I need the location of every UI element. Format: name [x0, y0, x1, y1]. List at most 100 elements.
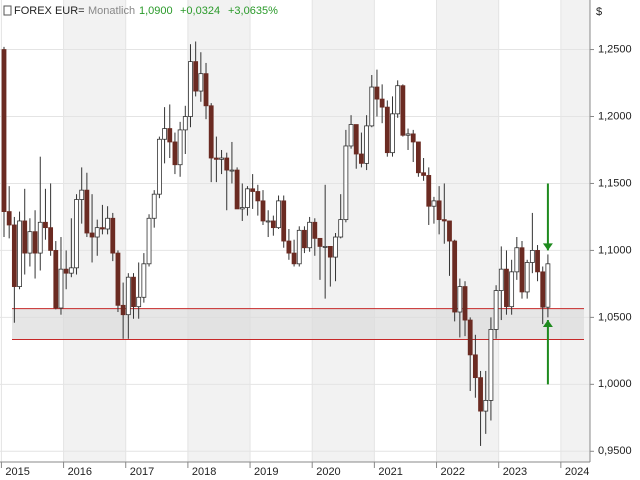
candle-body	[478, 377, 483, 412]
candle-body	[224, 157, 230, 171]
candle-body	[125, 276, 131, 316]
candle-body	[245, 188, 250, 208]
last: 1,0900	[139, 5, 173, 17]
candle-body	[22, 220, 28, 254]
candle-body	[162, 128, 167, 140]
x-tick-label: 2023	[503, 466, 527, 478]
candle-body	[441, 219, 447, 222]
candle-body	[333, 236, 338, 258]
candle-body	[260, 200, 266, 222]
symbol: FOREX EUR=	[14, 5, 85, 17]
candle-body	[514, 247, 520, 273]
candle-body	[291, 252, 297, 265]
candle-body	[68, 267, 74, 274]
candle-body	[1, 49, 7, 212]
candle-body	[177, 129, 183, 166]
candle-body	[11, 224, 17, 287]
candle-body	[447, 220, 452, 242]
interval: Monatlich	[88, 5, 135, 17]
candle-body	[426, 175, 432, 207]
currency: $	[596, 6, 602, 18]
candle-body	[384, 106, 390, 154]
candle-body	[229, 169, 235, 172]
candle-body	[493, 290, 499, 330]
candle-body	[509, 271, 515, 308]
candle-body	[535, 250, 540, 273]
y-tick-label: 1,2500	[598, 43, 632, 55]
candle-body	[270, 220, 276, 229]
x-tick-label: 2024	[565, 466, 589, 478]
year-shade	[187, 0, 251, 462]
candle-body	[136, 296, 142, 308]
candle-body	[115, 252, 121, 306]
candle-body	[172, 141, 178, 166]
candle-body	[353, 124, 359, 155]
candle-body	[327, 245, 333, 258]
candle-body	[6, 211, 12, 226]
candle-body	[472, 354, 478, 379]
candle-body	[359, 153, 364, 164]
candle-body	[529, 250, 535, 263]
candle-body	[379, 98, 385, 108]
candle-body	[48, 227, 54, 251]
candle-body	[452, 240, 458, 313]
candle-body	[58, 268, 64, 309]
candle-body	[457, 286, 463, 313]
y-tick-label: 1,1000	[598, 244, 632, 256]
candle-body	[203, 73, 209, 107]
candle-body	[410, 133, 416, 143]
candle-body	[182, 116, 188, 131]
y-tick-label: 1,0500	[598, 311, 632, 323]
candle-body	[37, 221, 43, 254]
candle-body	[545, 263, 551, 308]
year-shade	[436, 0, 499, 462]
candle-body	[131, 276, 136, 308]
y-tick-label: 1,0000	[598, 378, 632, 390]
x-tick-label: 2020	[316, 466, 340, 478]
candle-body	[89, 232, 95, 238]
candle-body	[146, 217, 152, 265]
header: FOREX EUR= Monatlich 1,0900 +0,0324 +3,0…	[3, 5, 278, 17]
candle-body	[415, 141, 421, 174]
candle-body	[27, 231, 33, 254]
candle-body	[431, 200, 437, 207]
candle-body	[250, 188, 256, 192]
candle-body	[255, 191, 261, 202]
candle-body	[17, 220, 22, 287]
candle-body	[63, 268, 69, 274]
candle-body	[281, 200, 287, 242]
candle-body	[400, 85, 406, 136]
candle-body	[79, 189, 85, 200]
candle-body	[317, 237, 323, 247]
candle-body	[405, 133, 411, 136]
candle-body	[167, 128, 173, 143]
candle-body	[193, 61, 199, 92]
candle-body	[488, 329, 494, 401]
x-tick-label: 2015	[5, 466, 29, 478]
year-shade	[312, 0, 375, 462]
candle-body	[390, 113, 395, 154]
candle-body	[343, 145, 349, 221]
candle-body	[524, 262, 530, 293]
candle-body	[120, 304, 126, 316]
candle-body	[276, 200, 281, 229]
candle-body	[296, 229, 302, 265]
candle-body	[312, 221, 318, 239]
year-shade	[63, 0, 126, 462]
icon	[3, 5, 12, 16]
candle-body	[369, 86, 375, 127]
candle-body	[338, 219, 344, 238]
candle-body	[286, 240, 292, 254]
candle-body	[219, 157, 224, 160]
candle-body	[483, 399, 489, 412]
candle-body	[208, 105, 214, 159]
y-tick-label: 1,1500	[598, 177, 632, 189]
candle-body	[105, 217, 110, 230]
candle-body	[239, 207, 245, 210]
candle-body	[84, 189, 90, 234]
candle-body	[32, 231, 38, 254]
candle-body	[302, 229, 307, 249]
x-tick-label: 2018	[192, 466, 216, 478]
arrow-head	[542, 243, 553, 251]
candle-body	[436, 200, 442, 221]
